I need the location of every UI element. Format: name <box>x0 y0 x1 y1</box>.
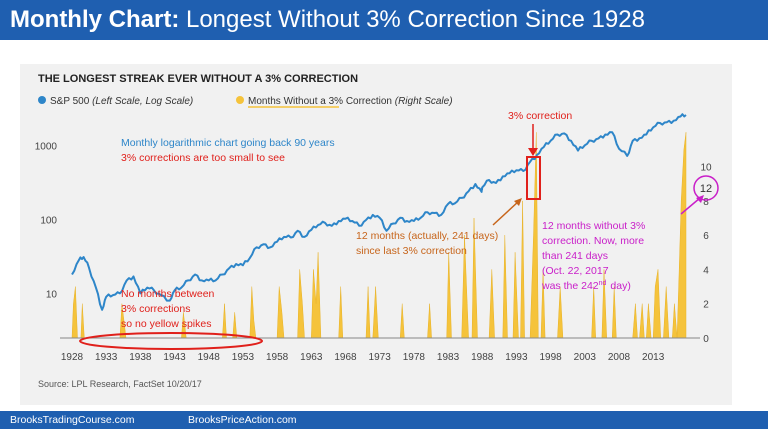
chart-svg: THE LONGEST STREAK EVER WITHOUT A 3% COR… <box>35 73 719 389</box>
x-axis: 1928 1933 1938 1943 1948 1953 1958 1963 1968 1973… <box>61 352 665 363</box>
annotation-monthly-log: Monthly logarithmic chart going back 90 … <box>121 137 335 149</box>
annotation-magenta-5a: was the 242 <box>541 280 599 292</box>
no-spikes-ellipse <box>79 332 263 350</box>
series-sp500-line <box>71 113 687 311</box>
right-tick-label: 8 <box>703 197 709 208</box>
left-tick-label: 100 <box>40 215 57 226</box>
annotation-magenta-4: (Oct. 22, 2017 <box>542 265 609 277</box>
slide-footer: BrooksTradingCourse.com BrooksPriceActio… <box>0 411 768 429</box>
x-tick-label: 1933 <box>95 352 118 363</box>
x-tick-label: 1988 <box>471 352 494 363</box>
x-tick-label: 2008 <box>608 352 631 363</box>
footer-right[interactable]: BrooksPriceAction.com <box>188 414 297 426</box>
x-tick-label: 2013 <box>642 352 665 363</box>
chart-title: THE LONGEST STREAK EVER WITHOUT A 3% COR… <box>38 73 358 85</box>
annotation-magenta-5b: nd <box>599 280 607 287</box>
x-tick-label: 1983 <box>437 352 460 363</box>
legend-label-sp500: S&P 500 <box>50 96 90 107</box>
legend-item-sp500: S&P 500 (Left Scale, Log Scale) <box>50 96 193 107</box>
footer-left[interactable]: BrooksTradingCourse.com <box>10 414 135 426</box>
x-tick-label: 1998 <box>539 352 562 363</box>
annotation-no-months-1: No months between <box>121 288 215 300</box>
annotation-magenta-5: was the 242nd day) <box>541 280 631 292</box>
twelve-highlight-label: 12 <box>700 183 712 195</box>
right-tick-label: 4 <box>703 265 709 276</box>
legend-note-months: (Right Scale) <box>395 96 453 107</box>
magenta-arrow <box>680 197 701 215</box>
x-tick-label: 1973 <box>369 352 392 363</box>
twelve-highlight-circle <box>693 175 719 201</box>
slide-title: Monthly Chart: Longest Without 3% Correc… <box>10 6 645 34</box>
annotation-magenta-2: correction. Now, more <box>542 235 644 247</box>
x-tick-label: 1938 <box>129 352 152 363</box>
x-tick-label: 1958 <box>266 352 289 363</box>
x-tick-label: 1993 <box>505 352 528 363</box>
annotation-12-months-1: 12 months (actually, 241 days) <box>356 230 498 242</box>
annotation-magenta-1: 12 months without 3% <box>542 220 645 232</box>
annotation-magenta-5c: day) <box>610 280 630 292</box>
legend-label-months: Months Without a 3% Correction <box>248 96 392 107</box>
slide-header: Monthly Chart: Longest Without 3% Correc… <box>0 0 768 40</box>
right-axis: 0 2 4 6 8 10 <box>700 163 712 345</box>
x-tick-label: 1968 <box>334 352 357 363</box>
x-tick-label: 1963 <box>300 352 323 363</box>
legend-note-sp500: (Left Scale, Log Scale) <box>92 96 193 107</box>
left-tick-label: 1000 <box>35 141 58 152</box>
right-tick-label: 2 <box>703 300 709 311</box>
legend-marker-months <box>236 96 244 104</box>
x-tick-label: 1978 <box>403 352 426 363</box>
annotation-too-small: 3% corrections are too small to see <box>121 152 285 164</box>
slide-title-bold: Monthly Chart: <box>10 6 180 33</box>
slide-title-rest: Longest Without 3% Correction Since 1928 <box>179 6 645 33</box>
annotation-3pct-correction: 3% correction <box>508 110 572 122</box>
annotation-12-months-2: since last 3% correction <box>356 245 467 257</box>
left-axis: 10 100 1000 <box>35 141 58 300</box>
x-tick-label: 1948 <box>198 352 221 363</box>
left-tick-label: 10 <box>46 289 58 300</box>
x-tick-label: 1928 <box>61 352 84 363</box>
correction-highlight-box <box>526 156 541 200</box>
annotation-magenta-3: than 241 days <box>542 250 608 262</box>
legend-marker-sp500 <box>38 96 46 104</box>
x-tick-label: 2003 <box>574 352 597 363</box>
correction-arrow-head <box>528 148 538 156</box>
annotation-no-months-2: 3% corrections <box>121 303 190 315</box>
right-tick-label: 6 <box>703 231 709 242</box>
legend-item-months: Months Without a 3% Correction (Right Sc… <box>248 96 453 107</box>
x-tick-label: 1943 <box>163 352 186 363</box>
orange-arrow-head <box>514 198 522 206</box>
orange-arrow <box>492 200 520 226</box>
chart-source: Source: LPL Research, FactSet 10/20/17 <box>38 379 202 389</box>
right-tick-label: 10 <box>700 163 712 174</box>
right-tick-label: 0 <box>703 334 709 345</box>
annotation-no-months-3: so no yellow spikes <box>121 318 211 330</box>
x-tick-label: 1953 <box>232 352 255 363</box>
